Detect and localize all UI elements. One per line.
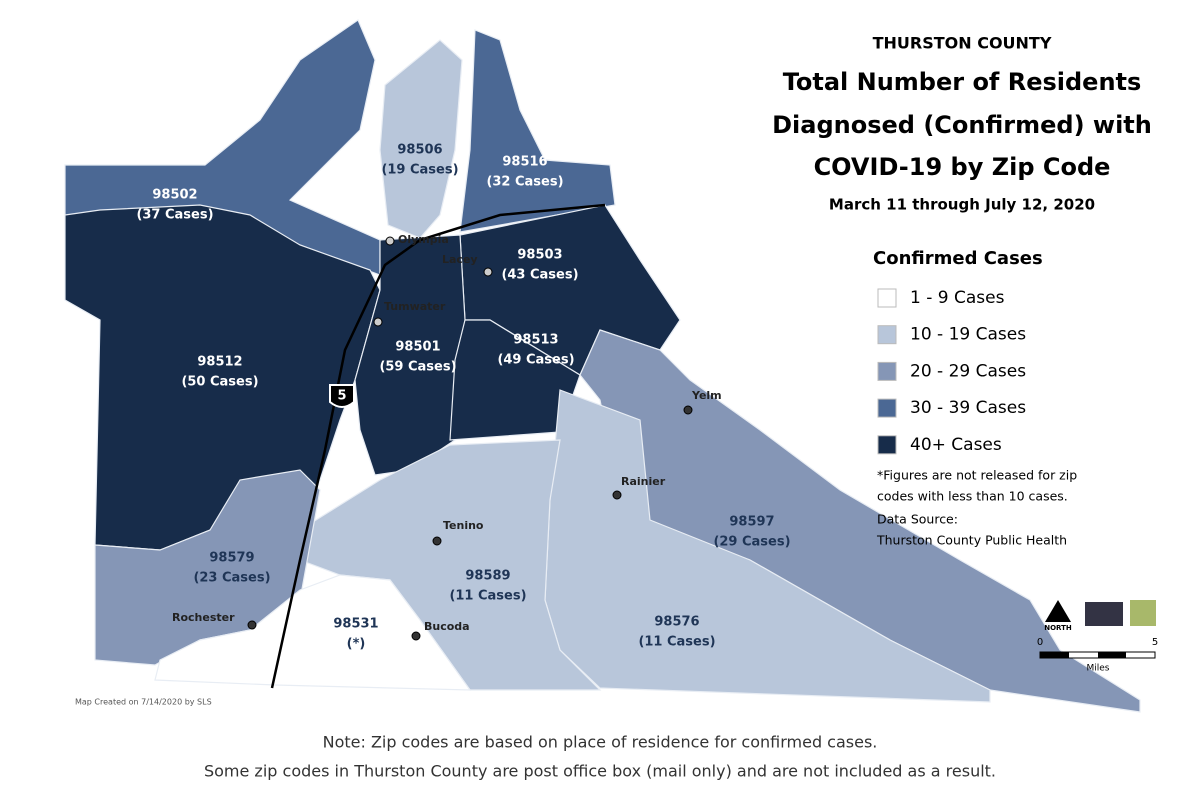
place-name: Rochester bbox=[172, 611, 235, 624]
logo bbox=[1085, 602, 1123, 626]
zip-cases: (32 Cases) bbox=[486, 175, 563, 190]
county: THURSTON COUNTY bbox=[873, 34, 1052, 53]
zip-cases: (11 Cases) bbox=[449, 589, 526, 604]
zip-cases: (11 Cases) bbox=[638, 635, 715, 650]
zip-region bbox=[379, 39, 463, 239]
place-dot bbox=[247, 620, 257, 630]
zip-cases: (37 Cases) bbox=[136, 208, 213, 223]
labels: 98502 (37 Cases) 98506 (19 Cases) 98516 (32 C… bbox=[136, 143, 790, 652]
place-dot bbox=[385, 236, 395, 246]
zip-code: 98503 bbox=[517, 248, 562, 263]
legend-label: 20 - 29 Cases bbox=[910, 361, 1026, 381]
zip-cases: (19 Cases) bbox=[381, 163, 458, 178]
place-name: Tenino bbox=[443, 519, 484, 532]
zip-code: 98512 bbox=[197, 355, 242, 370]
legend-swatch bbox=[877, 325, 897, 345]
zip-cases: (50 Cases) bbox=[181, 375, 258, 390]
title-line: Total Number of Residents bbox=[783, 68, 1142, 96]
place-name: Bucoda bbox=[424, 620, 470, 633]
zip-region bbox=[94, 469, 321, 666]
scale-bar bbox=[1098, 652, 1126, 658]
zip-code: 98579 bbox=[209, 551, 254, 566]
legend-label: 1 - 9 Cases bbox=[910, 288, 1005, 308]
highway-number: 5 bbox=[337, 389, 346, 404]
north-label: NORTH bbox=[1044, 624, 1072, 632]
legend-title: Confirmed Cases bbox=[873, 248, 1043, 269]
legend: 1 - 9 Cases 10 - 19 Cases 20 - 29 Cases 30 … bbox=[877, 288, 1026, 455]
scale-bar bbox=[1040, 652, 1069, 658]
zip-cases: (23 Cases) bbox=[193, 571, 270, 586]
place-dot bbox=[683, 405, 693, 415]
footnote: Thurston County Public Health bbox=[876, 533, 1067, 548]
scale-unit: Miles bbox=[1087, 664, 1110, 674]
zip-cases: (*) bbox=[347, 637, 366, 652]
zip-code: 98576 bbox=[654, 615, 699, 630]
scale-start: 0 bbox=[1037, 637, 1043, 648]
zip-cases: (43 Cases) bbox=[501, 268, 578, 283]
date-range: March 11 through July 12, 2020 bbox=[829, 196, 1095, 214]
zip-code: 98506 bbox=[397, 143, 442, 158]
zip-cases: (49 Cases) bbox=[497, 353, 574, 368]
regions bbox=[64, 19, 1141, 713]
place-dot bbox=[483, 267, 493, 277]
place-name: Tumwater bbox=[384, 300, 446, 313]
zip-cases: (59 Cases) bbox=[379, 360, 456, 375]
title-line: COVID-19 by Zip Code bbox=[814, 153, 1111, 181]
zip-code: 98516 bbox=[502, 155, 547, 170]
zip-code: 98501 bbox=[395, 340, 440, 355]
legend-label: 10 - 19 Cases bbox=[910, 325, 1026, 345]
zip-code: 98531 bbox=[333, 617, 378, 632]
legend-swatch bbox=[877, 398, 897, 418]
note: Note: Zip codes are based on place of re… bbox=[323, 733, 878, 752]
legend-swatch bbox=[877, 288, 897, 308]
zip-region bbox=[64, 204, 381, 551]
logo bbox=[1130, 600, 1156, 626]
zip-region bbox=[154, 574, 472, 691]
north-arrow bbox=[1045, 600, 1071, 622]
credit: Map Created on 7/14/2020 by SLS bbox=[75, 698, 212, 707]
place-dot bbox=[612, 490, 622, 500]
zip-cases: (29 Cases) bbox=[713, 535, 790, 550]
place-name: Lacey bbox=[442, 253, 478, 266]
zip-region bbox=[354, 234, 466, 476]
footnote: Data Source: bbox=[877, 512, 958, 527]
title-line: Diagnosed (Confirmed) with bbox=[772, 111, 1152, 139]
legend-label: 30 - 39 Cases bbox=[910, 398, 1026, 418]
legend-label: 40+ Cases bbox=[910, 435, 1002, 455]
legend-swatch bbox=[877, 361, 897, 381]
note: Some zip codes in Thurston County are po… bbox=[204, 762, 996, 781]
place-name: Yelm bbox=[691, 389, 722, 402]
footnote: codes with less than 10 cases. bbox=[877, 489, 1068, 504]
place-dot bbox=[432, 536, 442, 546]
zip-code: 98502 bbox=[152, 188, 197, 203]
legend-swatch bbox=[877, 435, 897, 455]
highway-route bbox=[270, 203, 606, 689]
zip-code: 98597 bbox=[729, 515, 774, 530]
place-name: Olympia bbox=[398, 233, 449, 246]
scale-end: 5 bbox=[1152, 637, 1158, 648]
place-name: Rainier bbox=[621, 475, 666, 488]
zip-region bbox=[459, 29, 616, 233]
place-dot bbox=[411, 631, 421, 641]
place-dot bbox=[373, 317, 383, 327]
zip-code: 98589 bbox=[465, 569, 510, 584]
footnote: *Figures are not released for zip bbox=[877, 468, 1077, 483]
zip-code: 98513 bbox=[513, 333, 558, 348]
highway-shield bbox=[329, 384, 355, 408]
